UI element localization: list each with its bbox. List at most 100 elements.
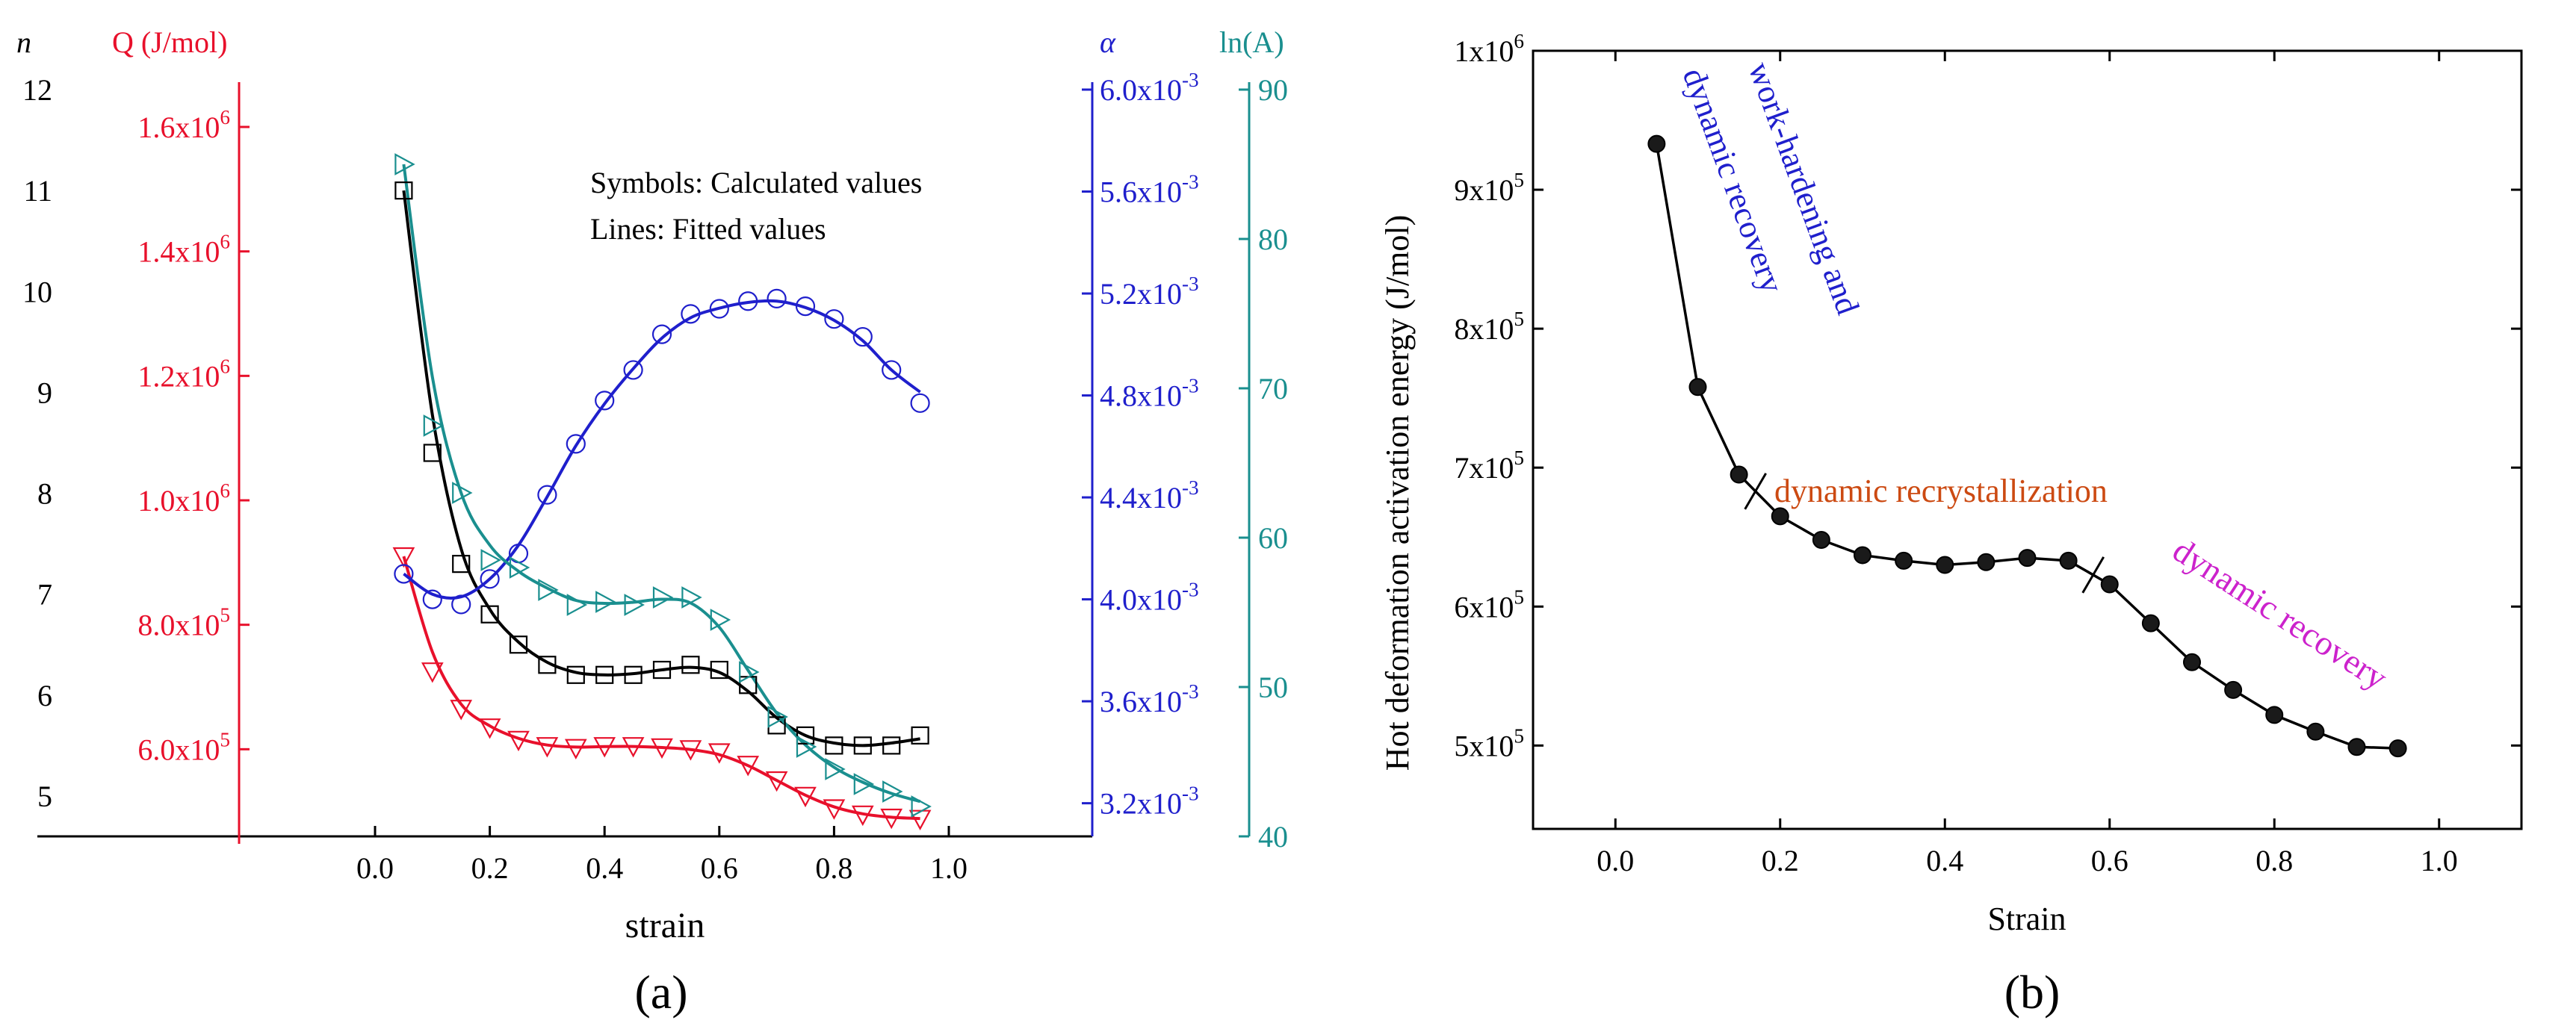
marker-lna xyxy=(853,773,875,795)
activation-energy-point xyxy=(1854,546,1871,565)
n-tick-label: 9 xyxy=(37,376,52,409)
marker-alpha xyxy=(394,564,414,584)
marker-alpha xyxy=(852,326,873,347)
marker-lna xyxy=(394,153,415,175)
stage-break-mark xyxy=(1744,473,1767,510)
marker-alpha xyxy=(566,434,586,454)
lna-tick-label: 70 xyxy=(1258,372,1288,405)
marker-n xyxy=(911,726,929,745)
activation-energy-point xyxy=(1895,551,1913,570)
b-y-tick-label: 5x105 xyxy=(1454,724,1524,762)
a-x-tick-label: 1.0 xyxy=(930,851,967,885)
q-tick-label: 1.6x106 xyxy=(137,106,230,144)
panel-a-label: (a) xyxy=(634,966,687,1019)
marker-n xyxy=(882,736,901,755)
lna-axis-title: ln(A) xyxy=(1219,25,1284,59)
a-x-tick-label: 0.4 xyxy=(586,851,623,885)
marker-alpha xyxy=(882,360,902,380)
a-legend-line-1: Symbols: Calculated values xyxy=(590,166,922,199)
b-y-tick-label: 1x106 xyxy=(1454,30,1524,68)
marker-lna xyxy=(911,795,932,818)
alpha-tick-label: 4.4x10-3 xyxy=(1100,476,1199,515)
panel-b-label: (b) xyxy=(2004,966,2061,1019)
marker-lna xyxy=(538,579,559,601)
n-tick-label: 8 xyxy=(37,477,52,511)
marker-q xyxy=(478,718,501,739)
marker-lna xyxy=(595,591,616,613)
activation-energy-point xyxy=(1771,507,1789,526)
marker-q xyxy=(593,737,616,758)
marker-n xyxy=(538,656,557,674)
marker-q xyxy=(737,756,760,777)
activation-energy-point xyxy=(1812,530,1830,549)
marker-alpha xyxy=(709,299,729,319)
q-tick-label: 8.0x105 xyxy=(137,604,230,642)
fitted-line-n xyxy=(402,190,920,748)
marker-q xyxy=(823,799,846,820)
marker-q xyxy=(794,786,817,808)
marker-q xyxy=(908,809,932,830)
activation-energy-point xyxy=(1936,556,1954,574)
activation-energy-point xyxy=(2059,551,2078,570)
marker-n xyxy=(796,726,815,745)
marker-q xyxy=(765,771,788,792)
a-x-tick-label: 0.8 xyxy=(815,851,852,885)
activation-energy-point xyxy=(2183,653,2201,671)
b-x-tick-label: 0.8 xyxy=(2255,844,2293,877)
stage-break-mark xyxy=(2081,556,2105,594)
a-x-tick-label: 0.2 xyxy=(471,851,509,885)
marker-lna xyxy=(681,586,702,609)
a-legend-line-2: Lines: Fitted values xyxy=(590,212,826,246)
activation-energy-point xyxy=(1730,465,1748,484)
marker-q xyxy=(679,740,702,761)
lna-tick-label: 90 xyxy=(1258,73,1288,107)
n-tick-label: 5 xyxy=(37,780,52,813)
alpha-tick-label: 6.0x10-3 xyxy=(1100,69,1199,107)
b-y-tick-label: 7x105 xyxy=(1454,447,1524,485)
n-tick-label: 10 xyxy=(22,275,52,308)
marker-alpha xyxy=(451,594,471,615)
b-y-tick-label: 6x105 xyxy=(1454,585,1524,624)
b-x-tick-label: 0.6 xyxy=(2091,844,2128,877)
marker-alpha xyxy=(738,291,758,311)
marker-alpha xyxy=(651,324,672,344)
panel-b: 0.0 0.2 0.4 0.6 0.8 1.0 5x105 6x105 7x105 8x105 9x… xyxy=(1379,30,2523,1019)
b-x-tick-label: 0.4 xyxy=(1926,844,1963,877)
activation-energy-point xyxy=(2224,680,2243,699)
activation-energy-point xyxy=(1688,378,1707,397)
activation-energy-point xyxy=(2018,549,2037,568)
fitted-line-alpha xyxy=(403,299,921,600)
marker-lna xyxy=(566,594,588,616)
marker-q xyxy=(421,662,444,683)
alpha-axis-title: α xyxy=(1100,25,1116,59)
q-tick-label: 1.0x106 xyxy=(137,479,230,518)
n-tick-label: 6 xyxy=(37,679,52,712)
n-tick-label: 12 xyxy=(22,73,52,107)
marker-n xyxy=(595,665,614,684)
marker-alpha xyxy=(480,569,500,589)
marker-n xyxy=(566,665,585,684)
marker-n xyxy=(452,555,471,574)
lna-tick-label: 60 xyxy=(1258,521,1288,555)
marker-n xyxy=(624,665,643,684)
marker-alpha xyxy=(623,360,643,380)
marker-lna xyxy=(480,549,501,571)
b-x-tick-label: 1.0 xyxy=(2421,844,2458,877)
marker-q xyxy=(450,700,473,721)
marker-q xyxy=(622,737,645,758)
activation-energy-point xyxy=(2306,722,2325,741)
activation-energy-point xyxy=(2347,738,2366,756)
marker-q xyxy=(536,737,559,758)
b-x-tick-label: 0.2 xyxy=(1762,844,1799,877)
marker-lna xyxy=(509,556,530,579)
alpha-tick-label: 3.2x10-3 xyxy=(1100,783,1199,821)
marker-alpha xyxy=(537,485,557,505)
lna-tick-label: 40 xyxy=(1258,820,1288,854)
b-x-axis-title: Strain xyxy=(1987,901,2066,937)
marker-n xyxy=(652,660,672,680)
q-tick-label: 1.2x106 xyxy=(137,355,230,393)
lna-tick-label: 80 xyxy=(1258,223,1288,256)
marker-n xyxy=(509,635,528,654)
marker-alpha xyxy=(681,304,701,324)
